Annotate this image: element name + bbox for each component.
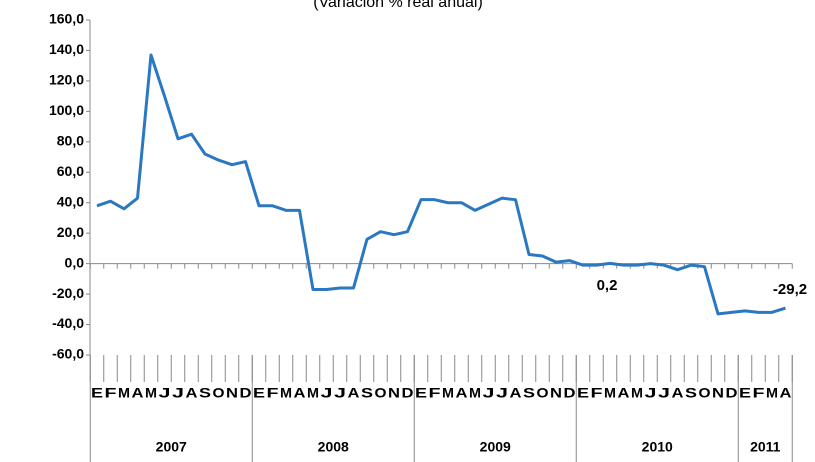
y-tick-label: -40,0 — [52, 315, 84, 331]
x-tick-label: N — [388, 385, 400, 401]
x-tick-label: M — [145, 385, 157, 401]
x-tick-label: D — [564, 385, 576, 401]
x-tick-label: J — [496, 385, 508, 401]
x-tick-label: F — [753, 385, 766, 401]
x-tick-label: M — [442, 385, 454, 401]
x-tick-label: N — [550, 385, 562, 401]
x-tick-label: O — [699, 385, 711, 401]
x-tick-label: M — [604, 385, 616, 401]
y-tick-label: 140,0 — [49, 41, 84, 57]
x-tick-label: S — [685, 385, 697, 401]
x-tick-label: A — [132, 385, 144, 401]
x-tick-label: F — [267, 385, 280, 401]
x-tick-label: E — [91, 385, 103, 401]
data-line — [96, 53, 786, 316]
y-tick-label: 100,0 — [49, 102, 84, 118]
x-tick-label: J — [334, 385, 346, 401]
x-tick-label: A — [348, 385, 360, 401]
x-tick-label: M — [118, 385, 130, 401]
y-tick-label: 160,0 — [49, 11, 84, 27]
x-tick-label: A — [618, 385, 630, 401]
x-tick-label: E — [577, 385, 589, 401]
y-tick-label: 60,0 — [57, 163, 84, 179]
y-tick-label: -20,0 — [52, 285, 84, 301]
x-tick-label: N — [712, 385, 724, 401]
x-tick-label: D — [726, 385, 738, 401]
year-label: 2007 — [156, 439, 187, 455]
x-tick-label: F — [591, 385, 604, 401]
x-tick-label: M — [631, 385, 643, 401]
y-tick-label: -60,0 — [52, 346, 84, 362]
y-tick-label: 120,0 — [49, 72, 84, 88]
x-tick-label: J — [483, 385, 495, 401]
chart-title: (Variación % real anual) — [313, 0, 483, 11]
x-tick-label: A — [672, 385, 684, 401]
x-tick-label: S — [523, 385, 535, 401]
x-tick-label: N — [226, 385, 238, 401]
x-tick-label: O — [375, 385, 387, 401]
x-tick-label: F — [429, 385, 442, 401]
x-tick-label: A — [294, 385, 306, 401]
annotation: -29,2 — [773, 281, 807, 298]
x-tick-label: O — [213, 385, 225, 401]
x-tick-label: J — [159, 385, 171, 401]
y-tick-label: 80,0 — [57, 133, 84, 149]
y-tick-label: 40,0 — [57, 193, 84, 209]
x-tick-label: E — [253, 385, 265, 401]
x-tick-label: E — [415, 385, 427, 401]
x-tick-label: M — [766, 385, 778, 401]
year-label: 2011 — [750, 439, 781, 455]
x-tick-label: D — [402, 385, 414, 401]
x-tick-label: J — [321, 385, 333, 401]
y-tick-label: 0,0 — [65, 254, 85, 270]
year-label: 2009 — [480, 439, 511, 455]
x-tick-label: D — [240, 385, 252, 401]
x-tick-label: E — [739, 385, 751, 401]
x-tick-label: A — [456, 385, 468, 401]
year-label: 2010 — [642, 439, 673, 455]
x-tick-label: A — [510, 385, 522, 401]
x-tick-label: M — [469, 385, 481, 401]
x-tick-label: J — [658, 385, 670, 401]
x-tick-label: J — [645, 385, 657, 401]
y-tick-label: 20,0 — [57, 224, 84, 240]
x-tick-label: M — [307, 385, 319, 401]
x-tick-label: S — [361, 385, 373, 401]
x-tick-label: F — [105, 385, 118, 401]
year-label: 2008 — [318, 439, 349, 455]
x-tick-label: S — [199, 385, 211, 401]
x-tick-label: O — [537, 385, 549, 401]
x-tick-label: J — [172, 385, 184, 401]
x-tick-label: A — [186, 385, 198, 401]
x-tick-label: A — [780, 385, 792, 401]
annotation: 0,2 — [597, 277, 618, 294]
x-tick-label: M — [280, 385, 292, 401]
